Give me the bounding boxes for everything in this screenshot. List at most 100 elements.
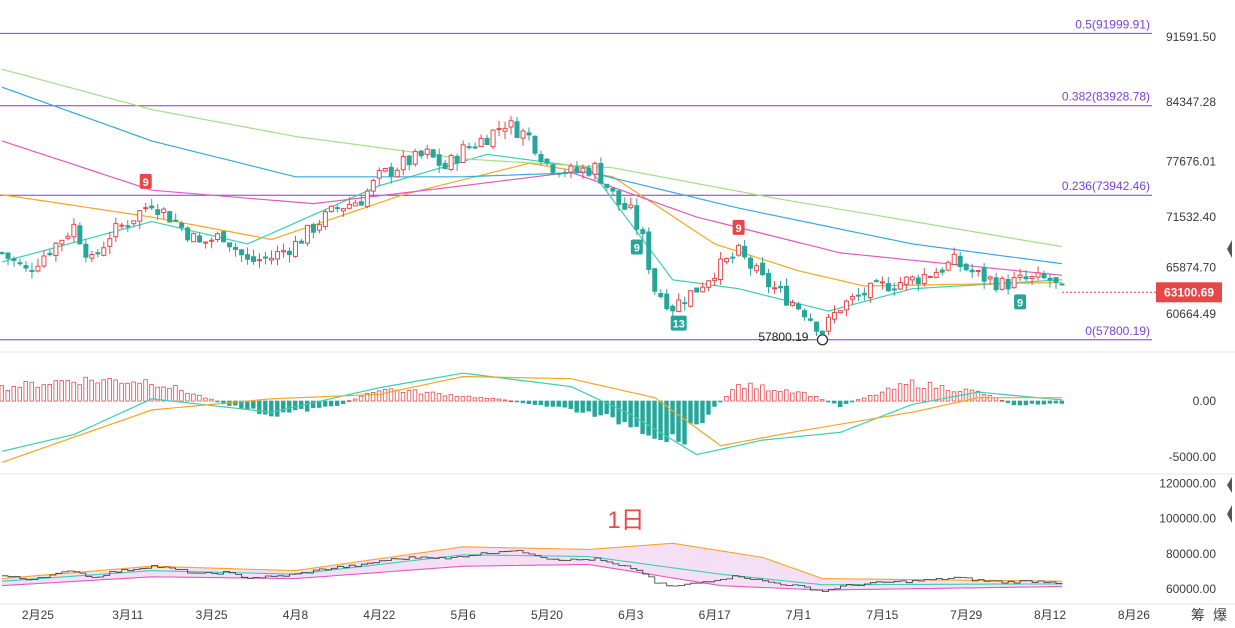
macd-pane[interactable] <box>0 372 1064 463</box>
band-pane[interactable]: 1日 <box>1 507 1063 592</box>
macd-bar <box>598 400 603 416</box>
candle <box>400 150 406 176</box>
macd-bar <box>400 392 406 402</box>
candle <box>364 188 370 209</box>
candle-body <box>454 155 460 164</box>
macd-bar <box>209 398 214 402</box>
candle <box>370 178 376 197</box>
corner-glyph: 筹 <box>1191 607 1205 624</box>
macd-bar <box>322 400 328 407</box>
macd-bar <box>538 400 543 405</box>
candle <box>274 245 280 266</box>
macd-bar <box>993 397 999 402</box>
macd-bar <box>754 388 759 402</box>
candle-body <box>891 288 897 291</box>
candle-body <box>742 245 748 258</box>
candle <box>1059 283 1065 286</box>
macd-bar <box>568 400 573 409</box>
macd-bar <box>358 395 364 402</box>
candle-body <box>1011 277 1017 289</box>
macd-bar <box>167 387 172 402</box>
candle-body <box>107 238 113 247</box>
candle <box>119 222 125 230</box>
candle <box>825 314 831 336</box>
macd-bar <box>370 392 376 402</box>
candle <box>736 243 742 257</box>
candle-body <box>400 156 406 171</box>
candle-body <box>71 223 77 238</box>
macd-bar <box>508 400 514 403</box>
candle-body <box>280 250 286 253</box>
candle <box>909 275 915 285</box>
candle-body <box>17 262 23 265</box>
candle-body <box>131 220 137 225</box>
macd-bar <box>706 400 711 415</box>
macd-bar <box>616 400 621 425</box>
candle <box>143 202 149 213</box>
candle-body <box>286 250 292 256</box>
macd-bar <box>101 379 106 402</box>
candle-body <box>807 318 813 321</box>
candle-body <box>987 276 993 280</box>
macd-bar <box>143 379 148 402</box>
candle-body <box>304 224 310 244</box>
candle <box>490 129 496 150</box>
candle-body <box>634 205 640 230</box>
candle-body <box>388 166 394 177</box>
macd-bar <box>1053 400 1059 404</box>
candle-body <box>406 155 412 166</box>
candle-body <box>1017 274 1023 279</box>
candle-body <box>867 282 873 299</box>
macd-bar <box>879 391 885 402</box>
candle-body <box>382 168 388 172</box>
candle <box>610 187 616 196</box>
macd-bar <box>281 400 286 413</box>
candle-body <box>478 137 484 147</box>
macd-bar <box>406 390 412 402</box>
candle <box>161 207 167 220</box>
candle <box>939 267 945 276</box>
candle-body <box>173 219 179 222</box>
candle <box>227 242 233 252</box>
candle-body <box>101 247 107 256</box>
candle <box>891 282 897 296</box>
macd-bar <box>855 399 861 402</box>
candle <box>77 222 83 245</box>
macd-bar <box>1005 400 1011 403</box>
candle-body <box>89 254 95 259</box>
candle <box>358 194 364 206</box>
price-pane[interactable]: 0.5(91999.91) 0.382(83928.78) 0.236(73942.… <box>0 17 1152 346</box>
candle-body <box>35 265 41 272</box>
date-axis-tick: 4月8 <box>283 608 309 622</box>
candle <box>59 239 65 252</box>
candle-body <box>556 172 562 175</box>
macd-bar <box>251 400 256 409</box>
price-axis-tick: 71532.40 <box>1166 210 1216 224</box>
candle-body <box>628 204 634 209</box>
candle-body <box>1023 276 1029 280</box>
candle <box>382 167 388 173</box>
candle-body <box>873 280 879 283</box>
candle <box>478 134 484 148</box>
candle-body <box>724 258 730 263</box>
candle <box>556 172 562 178</box>
candle <box>574 161 580 174</box>
macd-bar <box>269 400 274 417</box>
macd-bar <box>155 386 160 402</box>
candle-body <box>855 294 861 297</box>
macd-bar <box>328 400 334 407</box>
macd-bar <box>1047 400 1053 404</box>
macd-bar <box>945 390 951 402</box>
candle <box>514 116 520 138</box>
macd-bar <box>179 390 184 402</box>
candle <box>945 260 951 272</box>
macd-bar <box>137 382 142 402</box>
candle <box>772 281 778 294</box>
ma-line-ma_long2 <box>1 86 1063 265</box>
macd-bar <box>47 384 52 402</box>
candle-body <box>179 222 185 228</box>
macd-bar <box>376 390 382 402</box>
corner-glyph: 爆 <box>1213 608 1227 624</box>
candle <box>778 280 784 293</box>
